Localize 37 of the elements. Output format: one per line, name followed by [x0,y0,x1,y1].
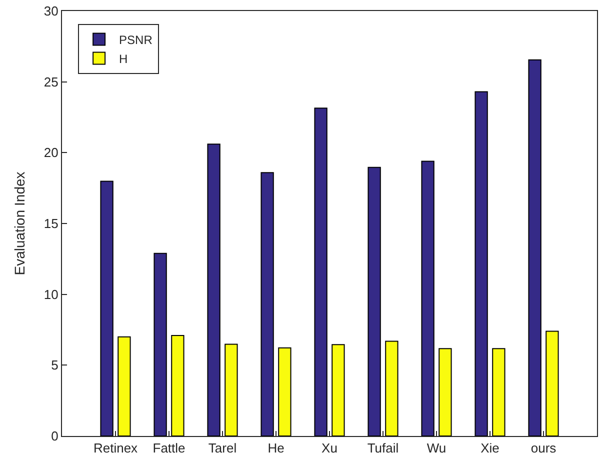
bar [421,160,434,436]
legend-label: H [119,52,128,66]
bar [260,172,274,436]
x-tick-label: He [268,440,284,456]
y-tick-label: 20 [44,145,58,160]
bar [438,348,452,436]
bar [171,335,184,436]
x-tick-label: Tufail [367,440,399,456]
bar [368,166,381,436]
y-tick-label: 25 [44,74,58,90]
bar [474,91,488,436]
x-tick-label: ours [530,440,557,456]
bar [546,330,559,436]
y-axis-title: Evaluation Index [12,172,28,276]
legend-label: PSNR [119,32,153,47]
y-tick-label: 5 [51,358,58,373]
x-tick-label: Xu [322,440,338,456]
bar [100,180,114,436]
x-tick-label: Retinex [93,440,138,456]
x-tick-label: Fattle [152,440,186,456]
bar [118,336,131,436]
y-tick-label: 30 [44,4,58,19]
bar [528,59,542,436]
x-tick-label: Tarel [208,440,237,456]
bar [314,108,328,436]
y-tick-label: 10 [44,286,58,302]
x-tick-label: Xie [480,440,500,456]
bar [278,347,292,436]
y-tick-label: 0 [51,428,58,444]
x-tick-label: Wu [426,440,446,456]
bar [332,344,345,436]
bar [385,340,398,436]
bar [492,348,506,436]
bar [154,252,167,436]
bar [207,144,220,436]
bar [224,344,238,436]
y-tick-label: 15 [44,216,58,232]
